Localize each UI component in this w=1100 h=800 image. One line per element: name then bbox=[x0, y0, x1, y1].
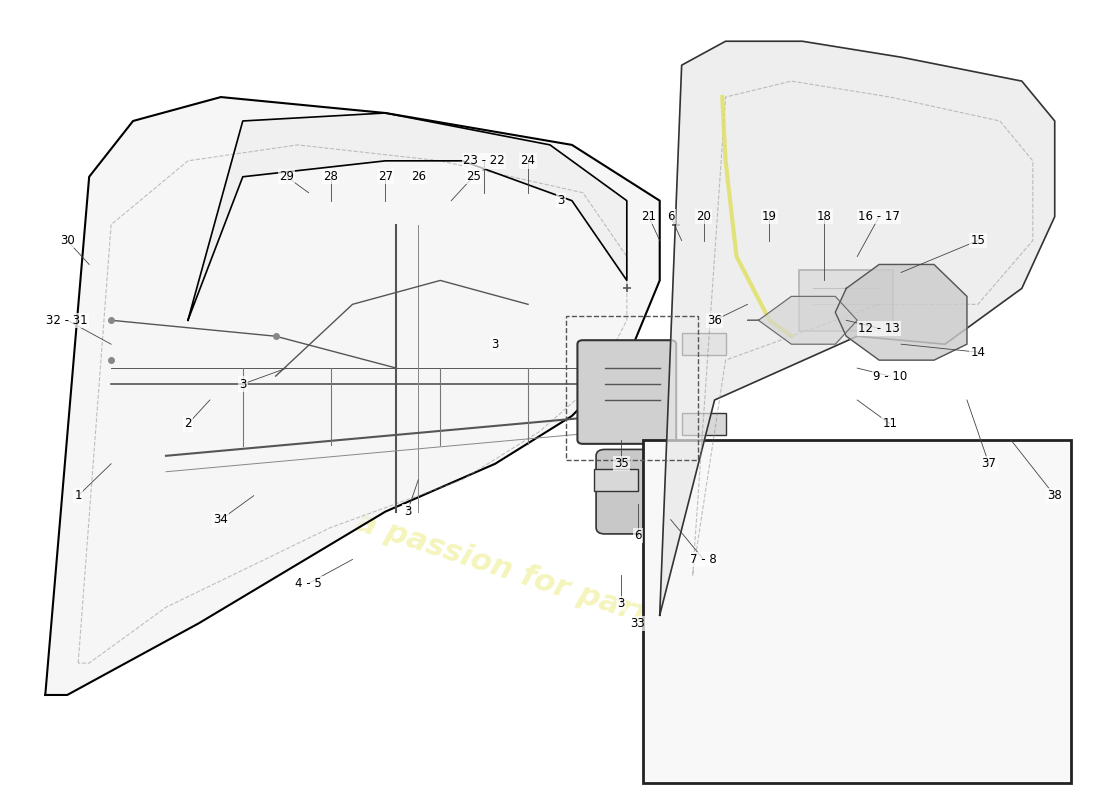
Text: 20: 20 bbox=[696, 210, 711, 223]
Polygon shape bbox=[835, 265, 967, 360]
Text: 30: 30 bbox=[59, 234, 75, 247]
FancyBboxPatch shape bbox=[578, 340, 676, 444]
Text: 26: 26 bbox=[410, 170, 426, 183]
Text: 24: 24 bbox=[520, 154, 536, 167]
Text: 3: 3 bbox=[404, 505, 411, 518]
Text: 25: 25 bbox=[465, 170, 481, 183]
Text: 3: 3 bbox=[617, 597, 625, 610]
Text: a passion for parts.com: a passion for parts.com bbox=[352, 508, 748, 661]
Text: 3: 3 bbox=[492, 338, 498, 350]
Text: 4 - 5: 4 - 5 bbox=[295, 577, 322, 590]
Text: 14: 14 bbox=[970, 346, 986, 358]
Polygon shape bbox=[188, 113, 627, 320]
Text: 16 - 17: 16 - 17 bbox=[858, 210, 900, 223]
FancyBboxPatch shape bbox=[799, 270, 893, 330]
Text: 12 - 13: 12 - 13 bbox=[858, 322, 900, 334]
Text: 33: 33 bbox=[630, 617, 646, 630]
FancyBboxPatch shape bbox=[594, 469, 638, 491]
Polygon shape bbox=[660, 42, 1055, 615]
Text: 15: 15 bbox=[970, 234, 986, 247]
Text: 6: 6 bbox=[634, 529, 641, 542]
Text: 29: 29 bbox=[279, 170, 294, 183]
Polygon shape bbox=[45, 97, 660, 695]
Text: 23 - 22: 23 - 22 bbox=[463, 154, 505, 167]
Text: 11: 11 bbox=[882, 418, 898, 430]
Text: 21: 21 bbox=[641, 210, 657, 223]
FancyBboxPatch shape bbox=[596, 450, 680, 534]
Text: 36: 36 bbox=[707, 314, 722, 326]
Bar bbox=[644, 440, 1071, 782]
Text: 32 - 31: 32 - 31 bbox=[46, 314, 88, 326]
Text: 9 - 10: 9 - 10 bbox=[873, 370, 908, 382]
Text: 37: 37 bbox=[981, 458, 997, 470]
Text: 1: 1 bbox=[75, 489, 81, 502]
Text: 27: 27 bbox=[378, 170, 393, 183]
Text: 6: 6 bbox=[667, 210, 674, 223]
FancyBboxPatch shape bbox=[682, 333, 726, 355]
Text: 2: 2 bbox=[184, 418, 191, 430]
Text: 34: 34 bbox=[213, 513, 229, 526]
Polygon shape bbox=[748, 296, 857, 344]
Text: 3: 3 bbox=[558, 194, 564, 207]
Text: 38: 38 bbox=[1047, 489, 1063, 502]
Text: 28: 28 bbox=[323, 170, 338, 183]
FancyBboxPatch shape bbox=[682, 413, 726, 435]
Text: 18: 18 bbox=[817, 210, 832, 223]
Text: 35: 35 bbox=[614, 458, 629, 470]
Text: 19: 19 bbox=[762, 210, 777, 223]
Text: 3: 3 bbox=[239, 378, 246, 390]
Text: 7 - 8: 7 - 8 bbox=[690, 553, 717, 566]
